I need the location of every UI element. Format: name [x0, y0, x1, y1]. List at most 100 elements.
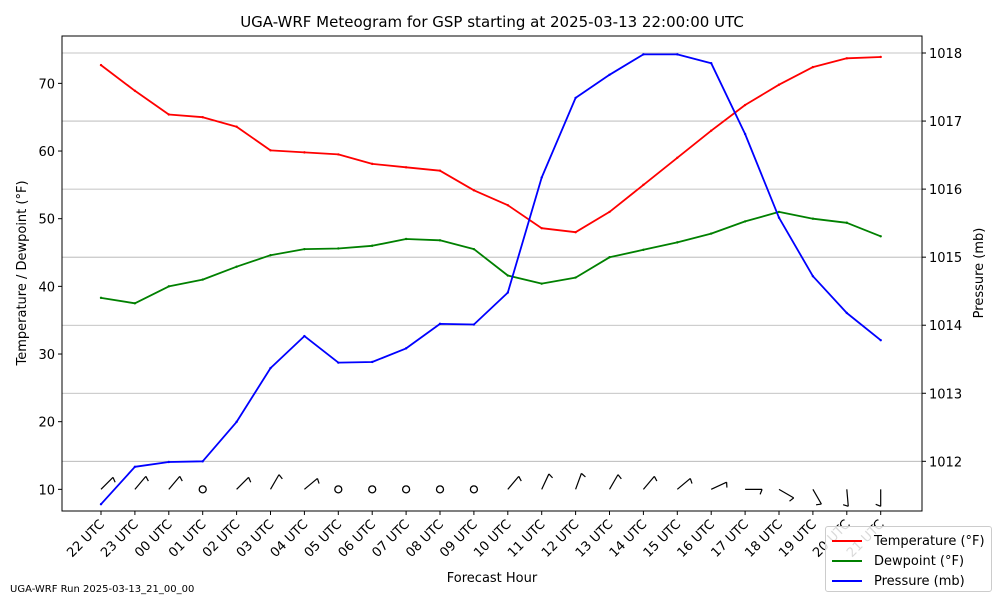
legend-label-pressure: Pressure (mb)	[874, 573, 965, 589]
series-point-temperature-22	[845, 57, 848, 60]
wind-barb-16	[642, 475, 658, 490]
wind-barb-shaft-2	[168, 475, 181, 490]
series-point-temperature-23	[879, 55, 882, 59]
tick-label-right-1: 1013	[929, 387, 962, 402]
wind-barb-20	[778, 488, 795, 502]
series-point-temperature-20	[777, 83, 781, 86]
series-point-temperature-13	[540, 226, 543, 230]
wind-barb-shaft-14	[575, 473, 582, 490]
axis-layer: 1012 1013 1014 1015 1016 1017 1018 10 20 30 40 50 60…	[38, 47, 962, 561]
series-point-dewpoint-12	[506, 274, 509, 277]
series-point-pressure-5	[269, 366, 272, 370]
series-point-pressure-1	[133, 465, 137, 468]
wind-barb-18	[710, 481, 728, 490]
wind-barb-shaft-17	[676, 477, 691, 490]
series-point-temperature-12	[506, 203, 509, 207]
wind-barb-shaft-20	[778, 488, 795, 499]
tick-label-right-0: 1012	[929, 455, 962, 470]
wind-barb-flag-13	[548, 473, 554, 479]
wind-barb-calm-10	[435, 485, 445, 494]
wind-barb-2	[168, 475, 183, 490]
wind-barb-flag-17	[689, 478, 693, 484]
wind-barb-shaft-6	[304, 477, 318, 490]
left-axis-label: Temperature / Dewpoint (°F)	[15, 180, 30, 366]
series-point-dewpoint-3	[201, 278, 204, 281]
series-point-temperature-10	[438, 169, 442, 172]
series-point-dewpoint-18	[710, 232, 713, 235]
chart-title: UGA-WRF Meteogram for GSP starting at 20…	[240, 13, 744, 31]
legend-swatch-pressure	[832, 580, 862, 582]
series-point-dewpoint-0	[99, 296, 103, 300]
series-point-temperature-21	[811, 65, 815, 69]
series-point-temperature-16	[642, 183, 645, 187]
wind-barb-17	[676, 477, 693, 490]
series-layer	[99, 53, 882, 506]
series-point-dewpoint-21	[811, 217, 815, 220]
wind-barb-1	[134, 475, 149, 490]
wind-barb-shaft-1	[134, 475, 147, 490]
legend-label-dewpoint: Dewpoint (°F)	[874, 553, 965, 569]
series-point-pressure-16	[642, 53, 645, 56]
wind-barb-calm-3	[198, 485, 207, 494]
wind-barb-11	[469, 485, 479, 494]
wind-barb-shaft-22	[846, 489, 849, 507]
tick-label-left-4: 50	[38, 213, 55, 228]
legend-label-temperature: Temperature (°F)	[874, 533, 985, 549]
series-point-dewpoint-2	[167, 285, 170, 288]
series-point-pressure-18	[710, 62, 713, 65]
series-point-temperature-11	[472, 189, 476, 192]
wind-barb-flag-0	[112, 477, 116, 483]
series-point-temperature-7	[337, 153, 340, 156]
series-point-pressure-14	[574, 96, 577, 100]
series-line-temperature	[100, 56, 881, 234]
series-line-dewpoint	[100, 210, 882, 305]
legend: Temperature (°F) Dewpoint (°F) Pressure …	[825, 526, 992, 592]
series-point-dewpoint-7	[337, 247, 340, 250]
series-point-temperature-14	[574, 231, 577, 234]
wind-barb-layer	[100, 472, 882, 507]
tick-label-right-4: 1016	[929, 183, 962, 198]
wind-barb-shaft-21	[812, 489, 822, 505]
series-point-pressure-20	[777, 216, 781, 219]
wind-barb-flag-4	[248, 477, 252, 483]
series-point-dewpoint-23	[879, 235, 882, 238]
legend-entry-pressure: Pressure (mb)	[832, 571, 985, 591]
wind-barb-7	[334, 485, 343, 494]
series-point-pressure-15	[608, 73, 611, 76]
series-point-pressure-10	[438, 322, 442, 326]
wind-barb-calm-7	[334, 485, 343, 494]
series-point-pressure-17	[676, 53, 679, 56]
wind-barb-19	[745, 488, 763, 495]
wind-barb-15	[608, 474, 622, 490]
series-point-temperature-17	[676, 156, 679, 159]
series-point-pressure-4	[235, 420, 238, 424]
wind-barb-5	[269, 474, 283, 490]
wind-barb-4	[236, 476, 252, 490]
wind-barb-flag-19	[759, 489, 763, 495]
legend-entry-dewpoint: Dewpoint (°F)	[832, 551, 985, 571]
series-point-dewpoint-4	[235, 265, 238, 268]
series-point-pressure-6	[303, 334, 306, 338]
series-point-pressure-8	[371, 360, 374, 364]
wind-barb-14	[575, 472, 586, 490]
wind-barb-flag-15	[617, 474, 622, 480]
series-point-dewpoint-14	[574, 276, 577, 279]
series-point-dewpoint-19	[743, 220, 747, 223]
series-point-temperature-2	[167, 113, 170, 116]
series-point-pressure-21	[811, 275, 815, 278]
series-point-dewpoint-13	[540, 282, 543, 285]
series-line-pressure	[100, 53, 882, 505]
wind-barb-9	[401, 485, 411, 494]
series-point-pressure-7	[337, 361, 340, 364]
series-point-dewpoint-11	[472, 247, 476, 251]
wind-barb-shaft-15	[608, 474, 619, 490]
series-point-temperature-5	[269, 149, 272, 152]
wind-barb-flag-22	[842, 504, 849, 507]
series-point-pressure-0	[99, 502, 103, 506]
wind-barb-flag-1	[145, 476, 149, 482]
series-point-pressure-23	[879, 338, 882, 342]
series-point-dewpoint-20	[777, 210, 781, 214]
wind-barb-flag-23	[875, 503, 881, 507]
wind-barb-calm-8	[368, 485, 377, 494]
wind-barb-flag-20	[789, 497, 795, 502]
